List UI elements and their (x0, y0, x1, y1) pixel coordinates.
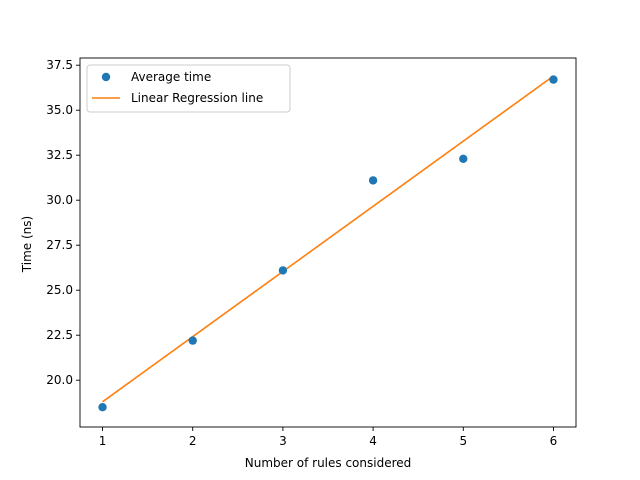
legend: Average time Linear Regression line (86, 64, 291, 113)
x-tick-label: 1 (99, 434, 107, 448)
scatter-point (459, 154, 468, 163)
x-tick-label: 5 (459, 434, 467, 448)
x-tick-label: 2 (189, 434, 197, 448)
x-tick-label: 4 (369, 434, 377, 448)
y-tick-label: 25.0 (46, 283, 73, 297)
y-tick-label: 30.0 (46, 193, 73, 207)
y-tick-label: 32.5 (46, 148, 73, 162)
scatter-point (278, 266, 288, 275)
series-line-1 (102, 75, 554, 403)
x-tick-label: 3 (279, 434, 287, 448)
scatter-point (549, 75, 558, 84)
y-tick-label: 35.0 (46, 103, 73, 117)
scatter-point (188, 336, 197, 345)
y-tick-label: 20.0 (46, 373, 73, 387)
legend-box (86, 64, 291, 113)
legend-marker-0 (101, 72, 111, 82)
axes: 1 2 3 4 5 6 20.0 22.5 25.0 27.5 30.0 32.5 35.0 37.5 (46, 57, 577, 448)
legend-label-1: Linear Regression line (131, 91, 263, 105)
x-tick-label: 6 (550, 434, 558, 448)
legend-label-0: Average time (131, 70, 211, 84)
y-tick-label: 22.5 (46, 328, 73, 342)
plot-area (98, 75, 558, 412)
axes-frame (79, 57, 577, 428)
x-axis-title: Number of rules considered (245, 456, 412, 470)
y-tick-label: 37.5 (46, 58, 73, 72)
y-tick-label: 27.5 (46, 238, 73, 252)
scatter-point (368, 176, 378, 185)
scatter-point (98, 403, 107, 412)
y-axis-title: Time (ns) (20, 216, 34, 273)
